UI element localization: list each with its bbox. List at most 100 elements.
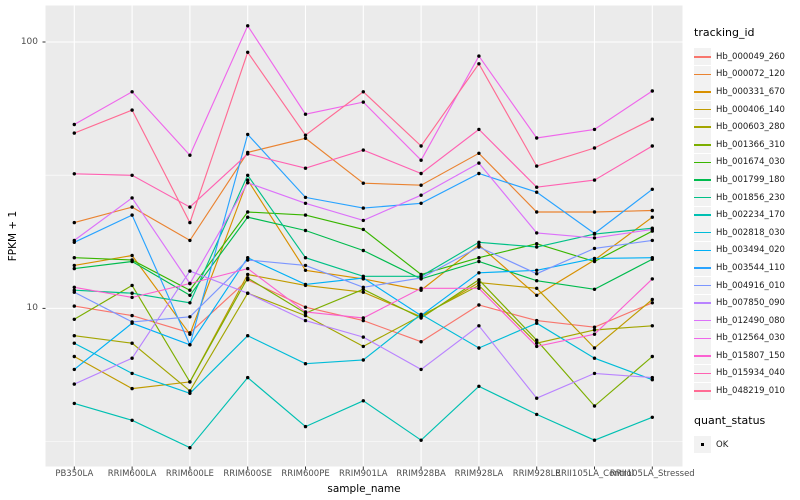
data-point — [246, 178, 250, 182]
data-point — [592, 127, 597, 132]
x-tick-label: PB350LA — [55, 469, 94, 479]
series-points-Hb_015807_150 — [72, 266, 654, 349]
data-point — [130, 108, 134, 112]
data-point — [650, 215, 654, 219]
data-point — [535, 279, 539, 283]
series-points-Hb_003544_110 — [72, 132, 654, 347]
data-point — [303, 305, 308, 309]
legend-line-sample-icon — [694, 126, 711, 128]
legend-item: Hb_000049_260 — [694, 48, 800, 66]
data-point — [72, 122, 77, 127]
data-point — [246, 291, 250, 295]
data-point — [650, 144, 654, 148]
data-point — [361, 335, 365, 339]
legend-line-sample-icon — [694, 284, 711, 287]
data-point — [650, 208, 654, 213]
legend-item: Hb_001799_180 — [694, 171, 800, 189]
legend-line-sample-icon — [694, 161, 711, 164]
data-point — [188, 281, 192, 286]
data-point — [592, 178, 597, 182]
data-point — [361, 316, 365, 320]
data-point — [592, 332, 597, 336]
data-point — [361, 344, 365, 349]
legend-item-label: Hb_004916_010 — [716, 280, 785, 291]
x-tick-label: RRII105LA_Stressed — [609, 469, 695, 479]
legend-item-label: Hb_007850_090 — [716, 298, 785, 309]
legend-key-swatch — [694, 277, 711, 295]
y-tick-label: 10 — [26, 303, 38, 314]
data-point — [361, 206, 365, 210]
legend-item-label: Hb_000331_670 — [716, 86, 785, 97]
data-point — [130, 173, 134, 177]
data-point — [535, 268, 539, 272]
legend: tracking_id Hb_000049_260 Hb_000072_120 … — [694, 26, 800, 454]
legend-item-label: Hb_015807_150 — [716, 350, 785, 361]
data-point — [419, 438, 423, 442]
data-point — [361, 100, 365, 104]
data-point — [361, 90, 365, 94]
data-point — [130, 196, 134, 200]
legend-item-label: Hb_001799_180 — [716, 174, 785, 185]
data-point — [592, 404, 597, 408]
legend-item-label: Hb_012564_030 — [716, 333, 785, 344]
data-point — [477, 324, 481, 328]
data-point — [246, 210, 250, 214]
data-point — [477, 259, 481, 264]
data-point — [361, 290, 365, 294]
legend-key-swatch — [694, 382, 711, 400]
data-point — [361, 318, 365, 323]
series-points-Hb_002234_170 — [72, 375, 654, 450]
data-point — [246, 152, 250, 156]
data-point — [535, 338, 539, 342]
data-point — [303, 133, 308, 137]
data-point — [130, 295, 134, 300]
data-point — [188, 315, 192, 319]
data-point — [72, 304, 77, 308]
x-tick-label: RRIM600PE — [281, 469, 330, 479]
data-point — [188, 389, 192, 393]
legend-key-swatch — [694, 65, 711, 83]
data-point — [72, 341, 77, 345]
data-point — [477, 286, 481, 290]
legend-item-label: Hb_015934_040 — [716, 368, 785, 379]
legend-item-label: Hb_001856_230 — [716, 192, 785, 203]
data-point — [535, 396, 539, 400]
data-point — [188, 343, 192, 347]
data-point — [535, 412, 539, 417]
legend-key-swatch — [694, 312, 711, 330]
data-point — [535, 190, 539, 194]
series-points-Hb_000049_260 — [72, 278, 654, 344]
data-point — [477, 161, 481, 165]
data-point — [303, 313, 308, 318]
legend-item-label: Hb_000049_260 — [716, 51, 785, 62]
legend-key-swatch — [694, 364, 711, 382]
data-point — [419, 286, 423, 290]
legend-key-swatch — [694, 259, 711, 277]
data-point — [419, 276, 423, 280]
data-point — [535, 286, 539, 290]
legend-key-swatch — [694, 347, 711, 365]
data-point — [246, 181, 250, 185]
data-point — [419, 367, 423, 372]
data-point — [650, 297, 654, 302]
legend-item-quant: OK — [694, 436, 800, 454]
legend-item: Hb_000603_280 — [694, 118, 800, 136]
data-point — [592, 246, 597, 251]
legend-key-swatch — [694, 294, 711, 312]
data-point — [246, 215, 250, 219]
data-point — [72, 131, 77, 135]
data-point — [535, 231, 539, 235]
data-point — [419, 158, 423, 162]
legend-item-label: OK — [716, 439, 729, 450]
legend-line-sample-icon — [694, 73, 711, 76]
data-point — [361, 285, 365, 289]
data-point — [650, 227, 654, 232]
data-point — [361, 181, 365, 185]
data-point — [477, 283, 481, 288]
x-axis-title: sample_name — [327, 483, 401, 495]
data-point — [592, 210, 597, 214]
data-point — [592, 356, 597, 360]
data-point — [246, 334, 250, 338]
legend-item-label: Hb_000406_140 — [716, 104, 785, 115]
x-tick-label: RRIM600LE — [165, 469, 214, 479]
